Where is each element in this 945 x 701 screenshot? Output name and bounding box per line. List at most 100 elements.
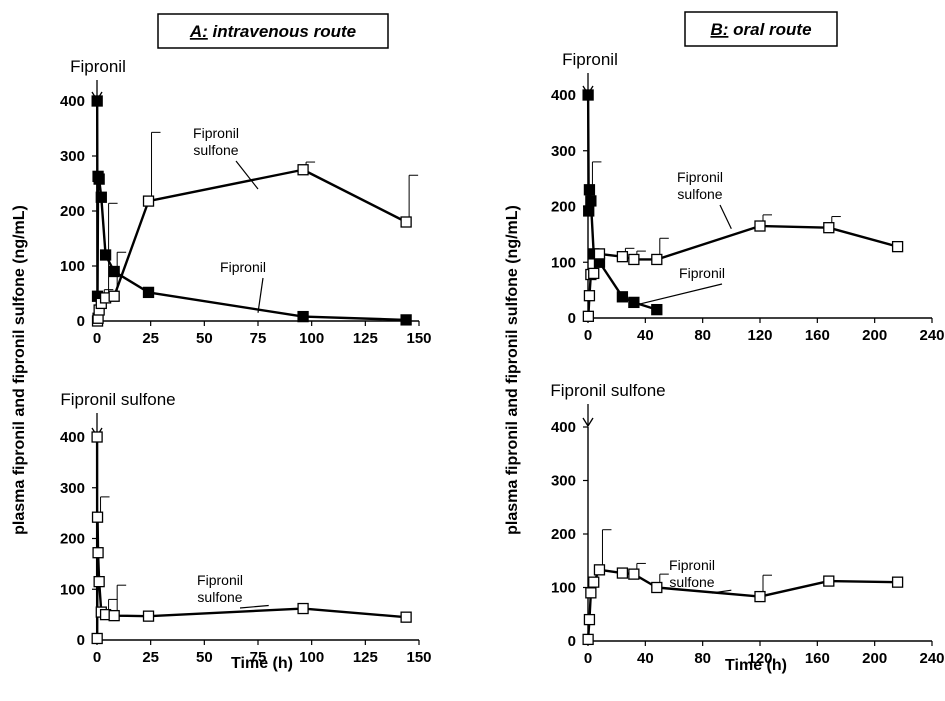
x-tick-label: 160 bbox=[805, 327, 830, 344]
annotation-line: Fipronil bbox=[197, 572, 243, 588]
data-point-marker bbox=[583, 613, 596, 626]
data-point-marker bbox=[823, 222, 835, 234]
series-line bbox=[95, 100, 407, 322]
right-y-axis-label: plasma fipronil and fipronil sulfone (ng… bbox=[504, 205, 521, 535]
data-point-marker bbox=[582, 310, 595, 322]
data-point-marker bbox=[891, 576, 904, 588]
data-point-marker bbox=[582, 633, 594, 646]
x-tick-label: 40 bbox=[637, 327, 654, 344]
data-point-marker bbox=[400, 611, 412, 623]
data-point-marker bbox=[583, 205, 595, 217]
data-point-marker bbox=[142, 610, 155, 622]
y-tick-label: 0 bbox=[77, 313, 85, 330]
data-point-marker bbox=[91, 511, 104, 523]
data-point-marker bbox=[588, 576, 600, 588]
annotation-leader-line bbox=[639, 283, 723, 305]
series-fipronil-sulfone bbox=[91, 431, 412, 645]
x-tick-label: 50 bbox=[196, 649, 213, 666]
data-point-marker bbox=[651, 581, 663, 594]
y-tick-label: 200 bbox=[551, 199, 576, 216]
data-point-marker bbox=[651, 253, 663, 266]
data-point-marker bbox=[823, 575, 835, 587]
panel-b-title: B: oral route bbox=[710, 20, 811, 39]
series-fipronil bbox=[582, 89, 663, 316]
data-point-marker bbox=[754, 220, 766, 232]
annotation-line: sulfone bbox=[669, 574, 714, 590]
data-point-marker bbox=[754, 590, 766, 603]
y-tick-label: 100 bbox=[551, 580, 576, 597]
x-tick-label: 200 bbox=[862, 650, 887, 667]
x-tick-label: 25 bbox=[142, 330, 159, 347]
x-tick-label: 25 bbox=[142, 649, 159, 666]
series-line bbox=[95, 436, 407, 640]
chart-B-bottom: 0 100 200 300 400 0 40 80 120 160 200 240 Fipronil s… bbox=[550, 381, 944, 667]
y-tick-label: 300 bbox=[551, 473, 576, 490]
annotation-line: sulfone bbox=[197, 589, 242, 605]
x-tick-label: 50 bbox=[196, 330, 213, 347]
data-point-marker bbox=[108, 609, 120, 622]
dose-arrow-head bbox=[582, 417, 594, 428]
annotation-label: Fipronil sulfone bbox=[677, 169, 723, 202]
data-point-marker bbox=[593, 564, 606, 576]
x-tick-label: 100 bbox=[299, 649, 324, 666]
data-point-marker bbox=[400, 314, 412, 326]
data-point-marker bbox=[400, 216, 412, 228]
data-point-marker bbox=[95, 191, 107, 203]
data-point-marker bbox=[583, 290, 596, 302]
annotation-label: Fipronil sulfone bbox=[197, 572, 243, 605]
data-point-marker bbox=[628, 568, 640, 580]
y-tick-label: 0 bbox=[77, 632, 85, 649]
x-tick-label: 80 bbox=[694, 650, 711, 667]
series-fipronil-sulfone bbox=[582, 529, 904, 646]
x-tick-label: 240 bbox=[919, 327, 944, 344]
data-point-marker bbox=[91, 95, 103, 107]
x-tick-label: 0 bbox=[584, 327, 592, 344]
annotation-line: Fipronil bbox=[669, 557, 715, 573]
y-tick-label: 200 bbox=[60, 203, 85, 220]
x-tick-label: 100 bbox=[299, 330, 324, 347]
y-tick-label: 300 bbox=[551, 143, 576, 160]
x-tick-label: 240 bbox=[919, 650, 944, 667]
panel-a-prefix: A: bbox=[189, 22, 208, 41]
x-tick-label: 120 bbox=[747, 650, 772, 667]
data-point-marker bbox=[91, 431, 103, 443]
y-tick-label: 400 bbox=[60, 93, 85, 110]
annotation-leader-line bbox=[711, 589, 732, 594]
y-tick-label: 300 bbox=[60, 480, 85, 497]
data-point-marker bbox=[297, 602, 309, 615]
data-point-marker bbox=[616, 251, 629, 263]
y-tick-label: 400 bbox=[551, 419, 576, 436]
data-point-marker bbox=[628, 296, 640, 309]
data-point-marker bbox=[593, 248, 606, 260]
y-tick-label: 100 bbox=[60, 258, 85, 275]
chart-A-bottom: 0 100 200 300 400 0 25 50 75 100 125 150 Fipronil su… bbox=[60, 390, 432, 666]
x-tick-label: 0 bbox=[93, 649, 101, 666]
y-tick-label: 0 bbox=[568, 310, 576, 327]
left-y-axis-label: plasma fipronil and fipronil sulfone (ng… bbox=[11, 205, 28, 535]
annotation-line: Fipronil bbox=[193, 125, 239, 141]
annotation-leader-line bbox=[719, 204, 732, 230]
annotation-line: Fipronil bbox=[220, 259, 266, 275]
y-tick-label: 200 bbox=[551, 526, 576, 543]
x-tick-label: 0 bbox=[584, 650, 592, 667]
data-point-marker bbox=[297, 164, 309, 176]
panel-b-prefix: B: bbox=[710, 20, 728, 39]
annotation-label: Fipronil bbox=[679, 265, 725, 281]
annotation-line: sulfone bbox=[193, 142, 238, 158]
y-tick-label: 400 bbox=[60, 429, 85, 446]
data-point-marker bbox=[108, 265, 120, 278]
annotation-line: sulfone bbox=[677, 186, 722, 202]
series-fipronil-sulfone bbox=[91, 131, 419, 327]
x-tick-label: 125 bbox=[353, 330, 378, 347]
data-point-marker bbox=[91, 632, 103, 645]
x-tick-label: 0 bbox=[93, 330, 101, 347]
data-point-marker bbox=[588, 267, 600, 280]
data-point-marker bbox=[93, 173, 105, 185]
series-line bbox=[96, 168, 407, 322]
x-tick-label: 200 bbox=[862, 327, 887, 344]
x-tick-label: 75 bbox=[250, 330, 267, 347]
x-tick-label: 120 bbox=[747, 327, 772, 344]
data-point-marker bbox=[628, 253, 640, 266]
